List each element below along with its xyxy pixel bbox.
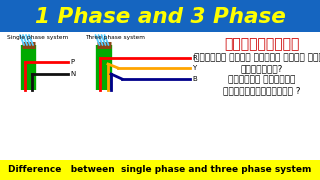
Text: 1 Phase and 3 Phase: 1 Phase and 3 Phase [35,7,285,27]
Text: B: B [192,76,197,82]
Text: Y: Y [192,65,196,71]
Text: N: N [70,71,75,77]
Text: ಸಿಂಗಲ್ ಫೇಸ್ ಮತ್ತು ತ್ರೀ ಫೇಸ್: ಸಿಂಗಲ್ ಫೇಸ್ ಮತ್ತು ತ್ರೀ ಫೇಸ್ [195,53,320,62]
Text: P: P [70,59,74,65]
Text: ಕಂಟಡದಲ್ಲಿ: ಕಂಟಡದಲ್ಲಿ [224,37,300,51]
Text: R: R [192,55,197,61]
Text: ವ್ಯತ್ಯಾಸಗಳೇನು ?: ವ್ಯತ್ಯಾಸಗಳೇನು ? [223,87,301,96]
Text: Three phase system: Three phase system [85,35,145,40]
Text: Difference   between  single phase and three phase system: Difference between single phase and thre… [8,165,312,174]
Text: ಇವೆರಡರ ನಡುವಿನ: ಇವೆರಡರ ನಡುವಿನ [228,75,296,84]
Bar [0,160,320,180]
Bar [0,0,320,32]
Text: Single phase system: Single phase system [7,35,68,40]
Text: ಎಂದರೇನು?: ಎಂದರೇನು? [241,64,283,73]
